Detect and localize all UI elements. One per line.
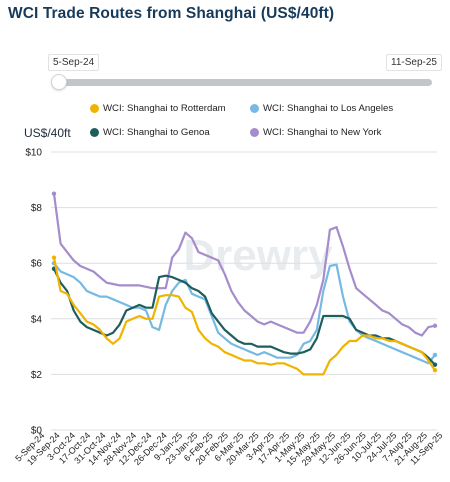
range-end-label: 11-Sep-25 [386,54,442,71]
y-tick-label: $6 [31,259,43,270]
series-line-1 [52,262,437,365]
y-axis-title: US$/40ft [24,126,71,140]
series-end-point-0 [432,368,438,373]
range-start-handle[interactable] [51,74,67,90]
date-range-slider[interactable]: 5-Sep-24 11-Sep-25 [48,54,442,90]
legend-dot-genoa [90,128,99,137]
series-end-point-2 [432,362,438,367]
page-title: WCI Trade Routes from Shanghai (US$/40ft… [8,5,335,22]
series-line-3 [52,192,437,337]
series-start-point-3 [51,191,57,196]
series-end-point-3 [432,323,438,328]
y-tick-label: $0 [31,426,43,437]
range-track[interactable] [58,79,432,86]
legend-label-rotterdam: WCI: Shanghai to Rotterdam [103,103,226,114]
y-tick-label: $2 [31,370,43,381]
legend-item-new-york[interactable]: WCI: Shanghai to New York [250,127,381,138]
y-tick-label: $4 [31,314,43,325]
series-line-0 [52,256,437,376]
legend-item-los-angeles[interactable]: WCI: Shanghai to Los Angeles [250,103,393,114]
y-tick-label: $8 [31,203,43,214]
legend-label-genoa: WCI: Shanghai to Genoa [103,127,210,138]
legend-label-los-angeles: WCI: Shanghai to Los Angeles [263,103,394,114]
legend-dot-new-york [250,128,259,137]
legend-dot-los-angeles [250,104,259,113]
legend-label-new-york: WCI: Shanghai to New York [263,127,382,138]
legend-dot-rotterdam [90,104,99,113]
range-start-label: 5-Sep-24 [48,54,100,71]
series-end-point-1 [432,352,438,358]
y-tick-label: $10 [25,148,42,159]
legend-item-genoa[interactable]: WCI: Shanghai to Genoa [90,127,210,138]
legend-item-rotterdam[interactable]: WCI: Shanghai to Rotterdam [90,103,226,114]
series-start-point-0 [51,255,57,260]
